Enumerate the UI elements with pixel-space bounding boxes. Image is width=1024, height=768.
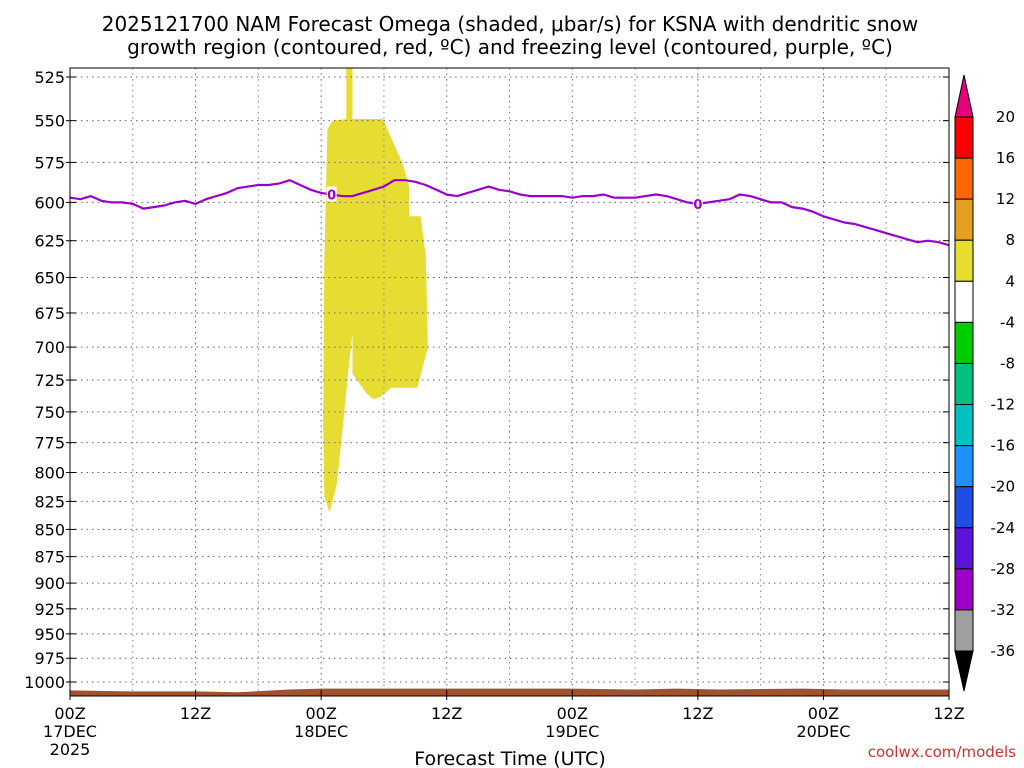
plot-content: 00: [70, 68, 949, 696]
y-tick-label: 975: [34, 649, 65, 668]
y-tick-label: 900: [34, 574, 65, 593]
x-axis-label: Forecast Time (UTC): [414, 748, 605, 768]
y-tick-label: 925: [34, 600, 65, 619]
y-tick-label: 950: [34, 625, 65, 644]
x-tick-label-time: 00Z: [808, 704, 839, 723]
x-tick-label-time: 12Z: [431, 704, 462, 723]
colorbar-swatch: [954, 280, 974, 323]
x-tick-label-time: 00Z: [54, 704, 85, 723]
y-tick-label: 800: [34, 463, 65, 482]
x-tick-label-date: 19DEC: [545, 722, 599, 741]
chart-title-line-1: 2025121700 NAM Forecast Omega (shaded, μ…: [102, 12, 919, 36]
y-tick-label: 725: [34, 371, 65, 390]
colorbar-label: -12: [991, 396, 1016, 414]
omega-shaded-region: [323, 68, 428, 513]
y-tick-label: 575: [34, 153, 65, 172]
colorbar-label: -36: [991, 642, 1016, 660]
x-tick-label-time: 12Z: [933, 704, 964, 723]
colorbar-label: 4: [1005, 272, 1015, 290]
colorbar-swatch: [954, 362, 974, 406]
colorbar-label: -24: [991, 519, 1016, 537]
colorbar-label: -4: [1000, 313, 1015, 331]
colorbar-label: 16: [996, 149, 1015, 167]
credit-link[interactable]: coolwx.com/models: [868, 743, 1016, 761]
colorbar-swatch: [954, 568, 974, 611]
surface-terrain: [70, 688, 949, 696]
y-tick-label: 775: [34, 434, 65, 453]
colorbar-label: 12: [996, 190, 1015, 208]
colorbar-label: -8: [1000, 354, 1015, 372]
freezing-level-contour-label: 0: [327, 189, 336, 204]
y-tick-label: 850: [34, 520, 65, 539]
colorbar-swatch: [954, 404, 974, 447]
x-tick-label-time: 12Z: [682, 704, 713, 723]
colorbar-swatch: [954, 527, 974, 570]
colorbar-bottom-arrow: [954, 650, 974, 692]
contour-label-bg: [326, 186, 337, 202]
colorbar-label: 20: [996, 108, 1015, 126]
contour-label-bg: [692, 195, 703, 211]
x-tick-label-time: 00Z: [557, 704, 588, 723]
y-tick-label: 600: [34, 193, 65, 212]
freezing-level-contour: [70, 179, 949, 247]
colorbar-swatch: [954, 239, 974, 282]
colorbar-label: -16: [991, 437, 1016, 455]
y-tick-label: 550: [34, 112, 65, 131]
x-tick-label-time: 00Z: [305, 704, 336, 723]
x-tick-label-date: 17DEC: [43, 722, 97, 741]
chart-title-line-2: growth region (contoured, red, ºC) and f…: [127, 35, 893, 59]
colorbar-swatch: [954, 486, 974, 529]
colorbar-legend: 20 16 12 8 4 -4 -8 -12 -16 -20 -24 -28 -32 -36: [954, 74, 1016, 692]
y-tick-label: 625: [34, 232, 65, 251]
colorbar-top-arrow: [954, 74, 974, 118]
y-axis-pressure-ticks: 525 550 575 600 625 650 675 700 725 750 775 800 825 8…: [24, 68, 949, 692]
y-tick-label: 525: [34, 68, 65, 87]
y-tick-label: 1000: [24, 673, 65, 692]
plot-area: 00: [69, 67, 950, 697]
y-tick-label: 675: [34, 304, 65, 323]
colorbar-swatch: [954, 116, 974, 159]
colorbar-swatch: [954, 157, 974, 200]
colorbar-label: -32: [991, 601, 1016, 619]
colorbar-swatch: [954, 321, 974, 364]
colorbar-label: -28: [991, 560, 1016, 578]
colorbar-swatch: [954, 198, 974, 241]
y-tick-label: 700: [34, 338, 65, 357]
x-tick-label-date: 20DEC: [796, 722, 850, 741]
x-tick-label-year: 2025: [50, 740, 91, 759]
colorbar-swatch: [954, 445, 974, 488]
freezing-level-contour-label: 0: [693, 198, 702, 213]
y-tick-label: 650: [34, 269, 65, 288]
x-tick-label-date: 18DEC: [294, 722, 348, 741]
y-tick-label: 750: [34, 403, 65, 422]
x-tick-label-time: 12Z: [180, 704, 211, 723]
plot-frame: [69, 67, 950, 697]
y-tick-label: 875: [34, 548, 65, 567]
colorbar-label: 8: [1005, 231, 1015, 249]
colorbar-swatch: [954, 609, 974, 652]
colorbar-label: -20: [991, 478, 1016, 496]
y-tick-label: 825: [34, 492, 65, 511]
